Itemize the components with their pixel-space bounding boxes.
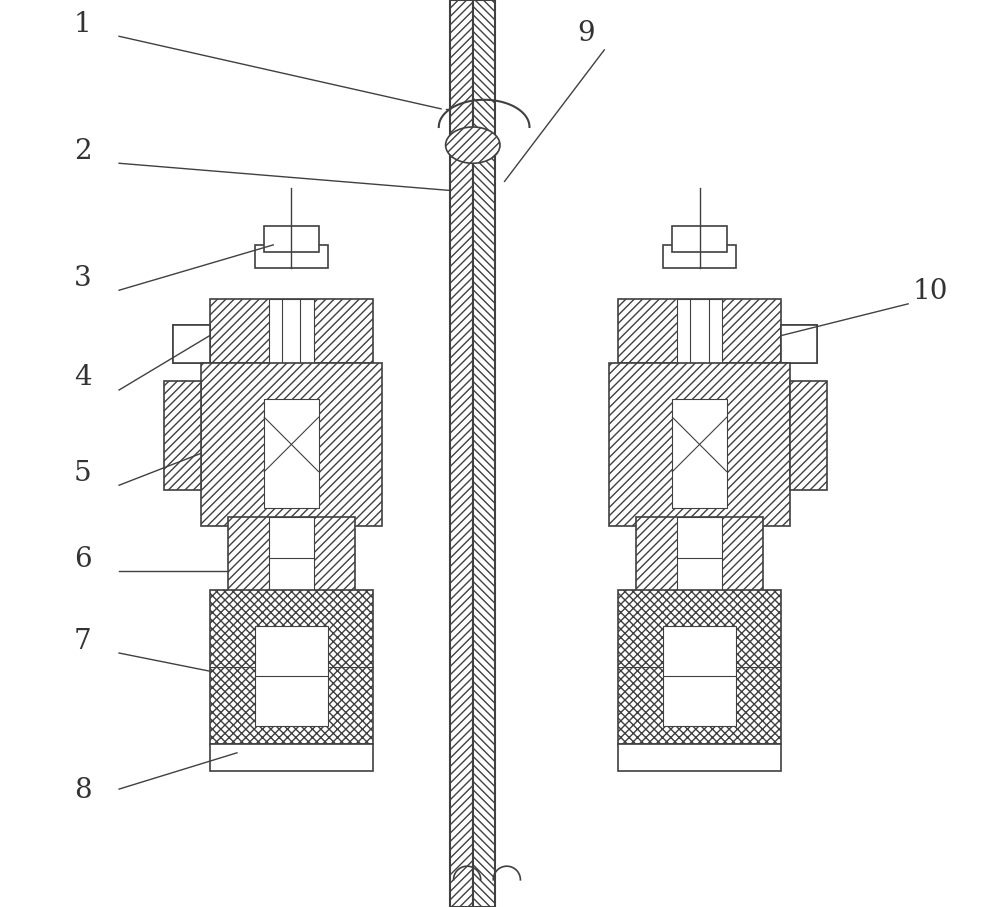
Bar xyxy=(672,399,727,508)
Bar xyxy=(618,299,781,363)
Text: 9: 9 xyxy=(577,20,595,47)
Text: 3: 3 xyxy=(74,265,91,292)
Bar xyxy=(677,517,722,599)
Ellipse shape xyxy=(446,127,500,163)
Bar xyxy=(173,325,210,363)
Text: 8: 8 xyxy=(74,777,91,805)
Text: 2: 2 xyxy=(74,138,91,165)
Bar xyxy=(781,325,817,363)
Bar xyxy=(473,0,495,907)
Text: 7: 7 xyxy=(74,628,91,655)
Bar xyxy=(255,626,328,726)
Bar xyxy=(269,299,314,363)
Bar xyxy=(201,363,382,526)
Text: 6: 6 xyxy=(74,546,91,573)
Bar xyxy=(255,245,328,268)
Bar xyxy=(618,744,781,771)
Bar xyxy=(164,381,201,490)
Bar xyxy=(663,245,736,268)
Bar xyxy=(450,0,473,907)
Bar xyxy=(672,226,727,251)
Text: 4: 4 xyxy=(74,365,91,392)
Bar xyxy=(609,363,790,526)
Bar xyxy=(228,517,355,599)
Text: 5: 5 xyxy=(74,460,91,487)
Bar xyxy=(210,744,373,771)
Text: 10: 10 xyxy=(913,278,948,306)
Bar xyxy=(210,299,373,363)
Bar xyxy=(790,381,827,490)
Bar xyxy=(210,590,373,744)
Bar xyxy=(264,399,319,508)
Bar xyxy=(677,299,722,363)
Bar xyxy=(618,590,781,744)
Bar xyxy=(663,626,736,726)
Bar xyxy=(264,226,319,251)
Text: 1: 1 xyxy=(74,11,91,38)
Bar xyxy=(636,517,763,599)
Bar xyxy=(269,517,314,599)
Bar xyxy=(173,325,210,363)
Bar xyxy=(781,325,817,363)
